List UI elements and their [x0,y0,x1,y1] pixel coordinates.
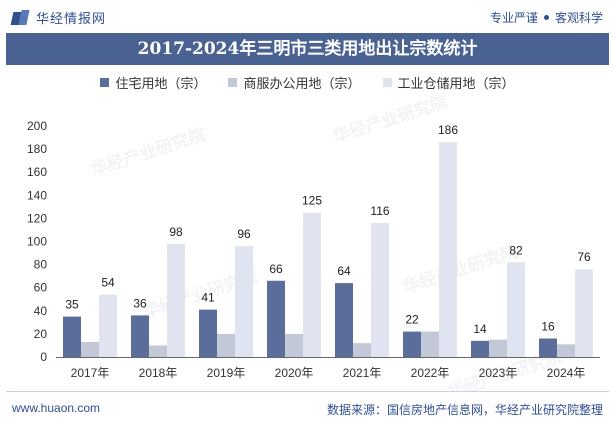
bar-series-1-0[interactable] [81,341,99,357]
y-tick-label: 120 [27,211,47,225]
legend-item-commercial[interactable]: 商服办公用地（宗） [228,73,361,92]
bar-value-label: 125 [302,194,322,208]
legend-swatch-industrial [382,77,392,87]
bar-series-1-6[interactable] [489,339,507,357]
bar-value-label: 36 [133,296,147,310]
bar-value-label: 35 [65,298,79,312]
legend-swatch-residential [100,77,110,87]
bar-series-2-0[interactable] [99,294,117,357]
chart-legend: 住宅用地（宗） 商服办公用地（宗） 工业仓储用地（宗） [0,73,615,91]
legend-item-industrial[interactable]: 工业仓储用地（宗） [382,73,515,92]
y-tick-label: 160 [27,165,47,179]
x-tick-label: 2019年 [207,366,246,380]
bar-series-2-2[interactable] [235,246,253,357]
bar-series-1-4[interactable] [353,343,371,357]
bar-series-1-3[interactable] [285,333,303,357]
chart-title: 2017-2024年三明市三类用地出让宗数统计 [137,39,478,59]
y-tick-label: 20 [34,327,48,341]
y-tick-label: 60 [34,281,48,295]
footer: www.huaon.com 数据来源：国信房地产信息网，华经产业研究院整理 [0,392,615,427]
bar-value-label: 96 [237,227,251,241]
top-strip: 华经情报网 专业严谨 客观科学 [0,0,615,33]
bar-series-2-6[interactable] [507,262,525,357]
legend-label-commercial: 商服办公用地（宗） [243,75,361,91]
bars: 35 54 36 98 41 96 66 125 64 116 22 186 14 82 16 76 [63,123,593,357]
bar-series-0-1[interactable] [131,315,149,357]
bar-series-1-1[interactable] [149,345,167,357]
y-tick-label: 200 [27,119,47,133]
bar-series-2-7[interactable] [575,269,593,357]
x-tick-label: 2017年 [71,366,110,380]
tagline-left: 专业严谨 [489,11,538,25]
y-tick-label: 140 [27,188,47,202]
bar-series-0-2[interactable] [199,309,217,357]
y-tick-label: 0 [40,350,47,364]
legend-item-residential[interactable]: 住宅用地（宗） [100,73,206,92]
bar-value-label: 116 [370,204,389,218]
bar-series-0-4[interactable] [335,283,353,357]
brand-name: 华经情报网 [36,11,107,26]
legend-swatch-commercial [228,77,238,87]
x-axis: 2017年 2018年 2019年 2020年 2021年 2022年 2023年 2024年 [56,357,600,380]
y-tick-label: 100 [27,235,47,249]
tagline: 专业严谨 客观科学 [490,9,603,26]
bar-value-label: 22 [405,313,419,327]
bar-value-label: 54 [101,276,115,290]
y-axis: 0 20 40 60 80 100 120 140 160 180 200 [27,119,47,364]
x-tick-label: 2018年 [139,366,178,380]
bar-series-0-3[interactable] [267,280,285,357]
bar-series-0-7[interactable] [539,338,557,357]
bar-value-label: 82 [509,243,523,257]
bar-chart: 0 20 40 60 80 100 120 140 160 180 200 35 54 36 98 41 96… [27,119,600,380]
y-tick-label: 40 [34,304,48,318]
footer-source: 数据来源：国信房地产信息网，华经产业研究院整理 [326,403,603,417]
bar-series-1-7[interactable] [557,344,575,357]
brand[interactable]: 华经情报网 [10,8,107,27]
bar-series-2-5[interactable] [439,142,457,357]
bar-value-label: 186 [438,123,458,137]
legend-label-residential: 住宅用地（宗） [115,75,207,91]
bar-series-2-1[interactable] [167,243,185,357]
bar-series-0-6[interactable] [471,340,489,357]
legend-label-industrial: 工业仓储用地（宗） [397,75,515,91]
bar-value-label: 66 [269,262,283,276]
bar-series-1-2[interactable] [217,333,235,357]
bar-series-0-0[interactable] [63,316,81,357]
footer-website-link[interactable]: www.huaon.com [12,401,101,415]
x-tick-label: 2023年 [479,366,518,380]
bar-value-label: 64 [337,264,351,278]
x-tick-label: 2021年 [343,366,382,380]
bar-value-label: 14 [473,322,487,336]
footer-divider [6,391,609,392]
bar-series-0-5[interactable] [403,331,421,357]
y-tick-label: 80 [34,258,48,272]
bar-value-label: 16 [541,320,555,334]
bar-value-label: 76 [577,250,591,264]
bar-series-2-4[interactable] [371,223,389,357]
y-tick-label: 180 [27,142,47,156]
bar-series-1-5[interactable] [421,331,439,357]
x-tick-label: 2022年 [411,366,450,380]
tagline-right: 客观科学 [554,11,603,25]
x-tick-label: 2020年 [275,366,314,380]
x-tick-label: 2024年 [547,366,586,380]
chart-title-bar: 2017-2024年三明市三类用地出让宗数统计 [6,33,609,65]
bullet-dot-icon [543,15,549,20]
bar-value-label: 98 [169,225,183,239]
bar-value-label: 41 [201,291,215,305]
bar-series-2-3[interactable] [303,212,321,357]
